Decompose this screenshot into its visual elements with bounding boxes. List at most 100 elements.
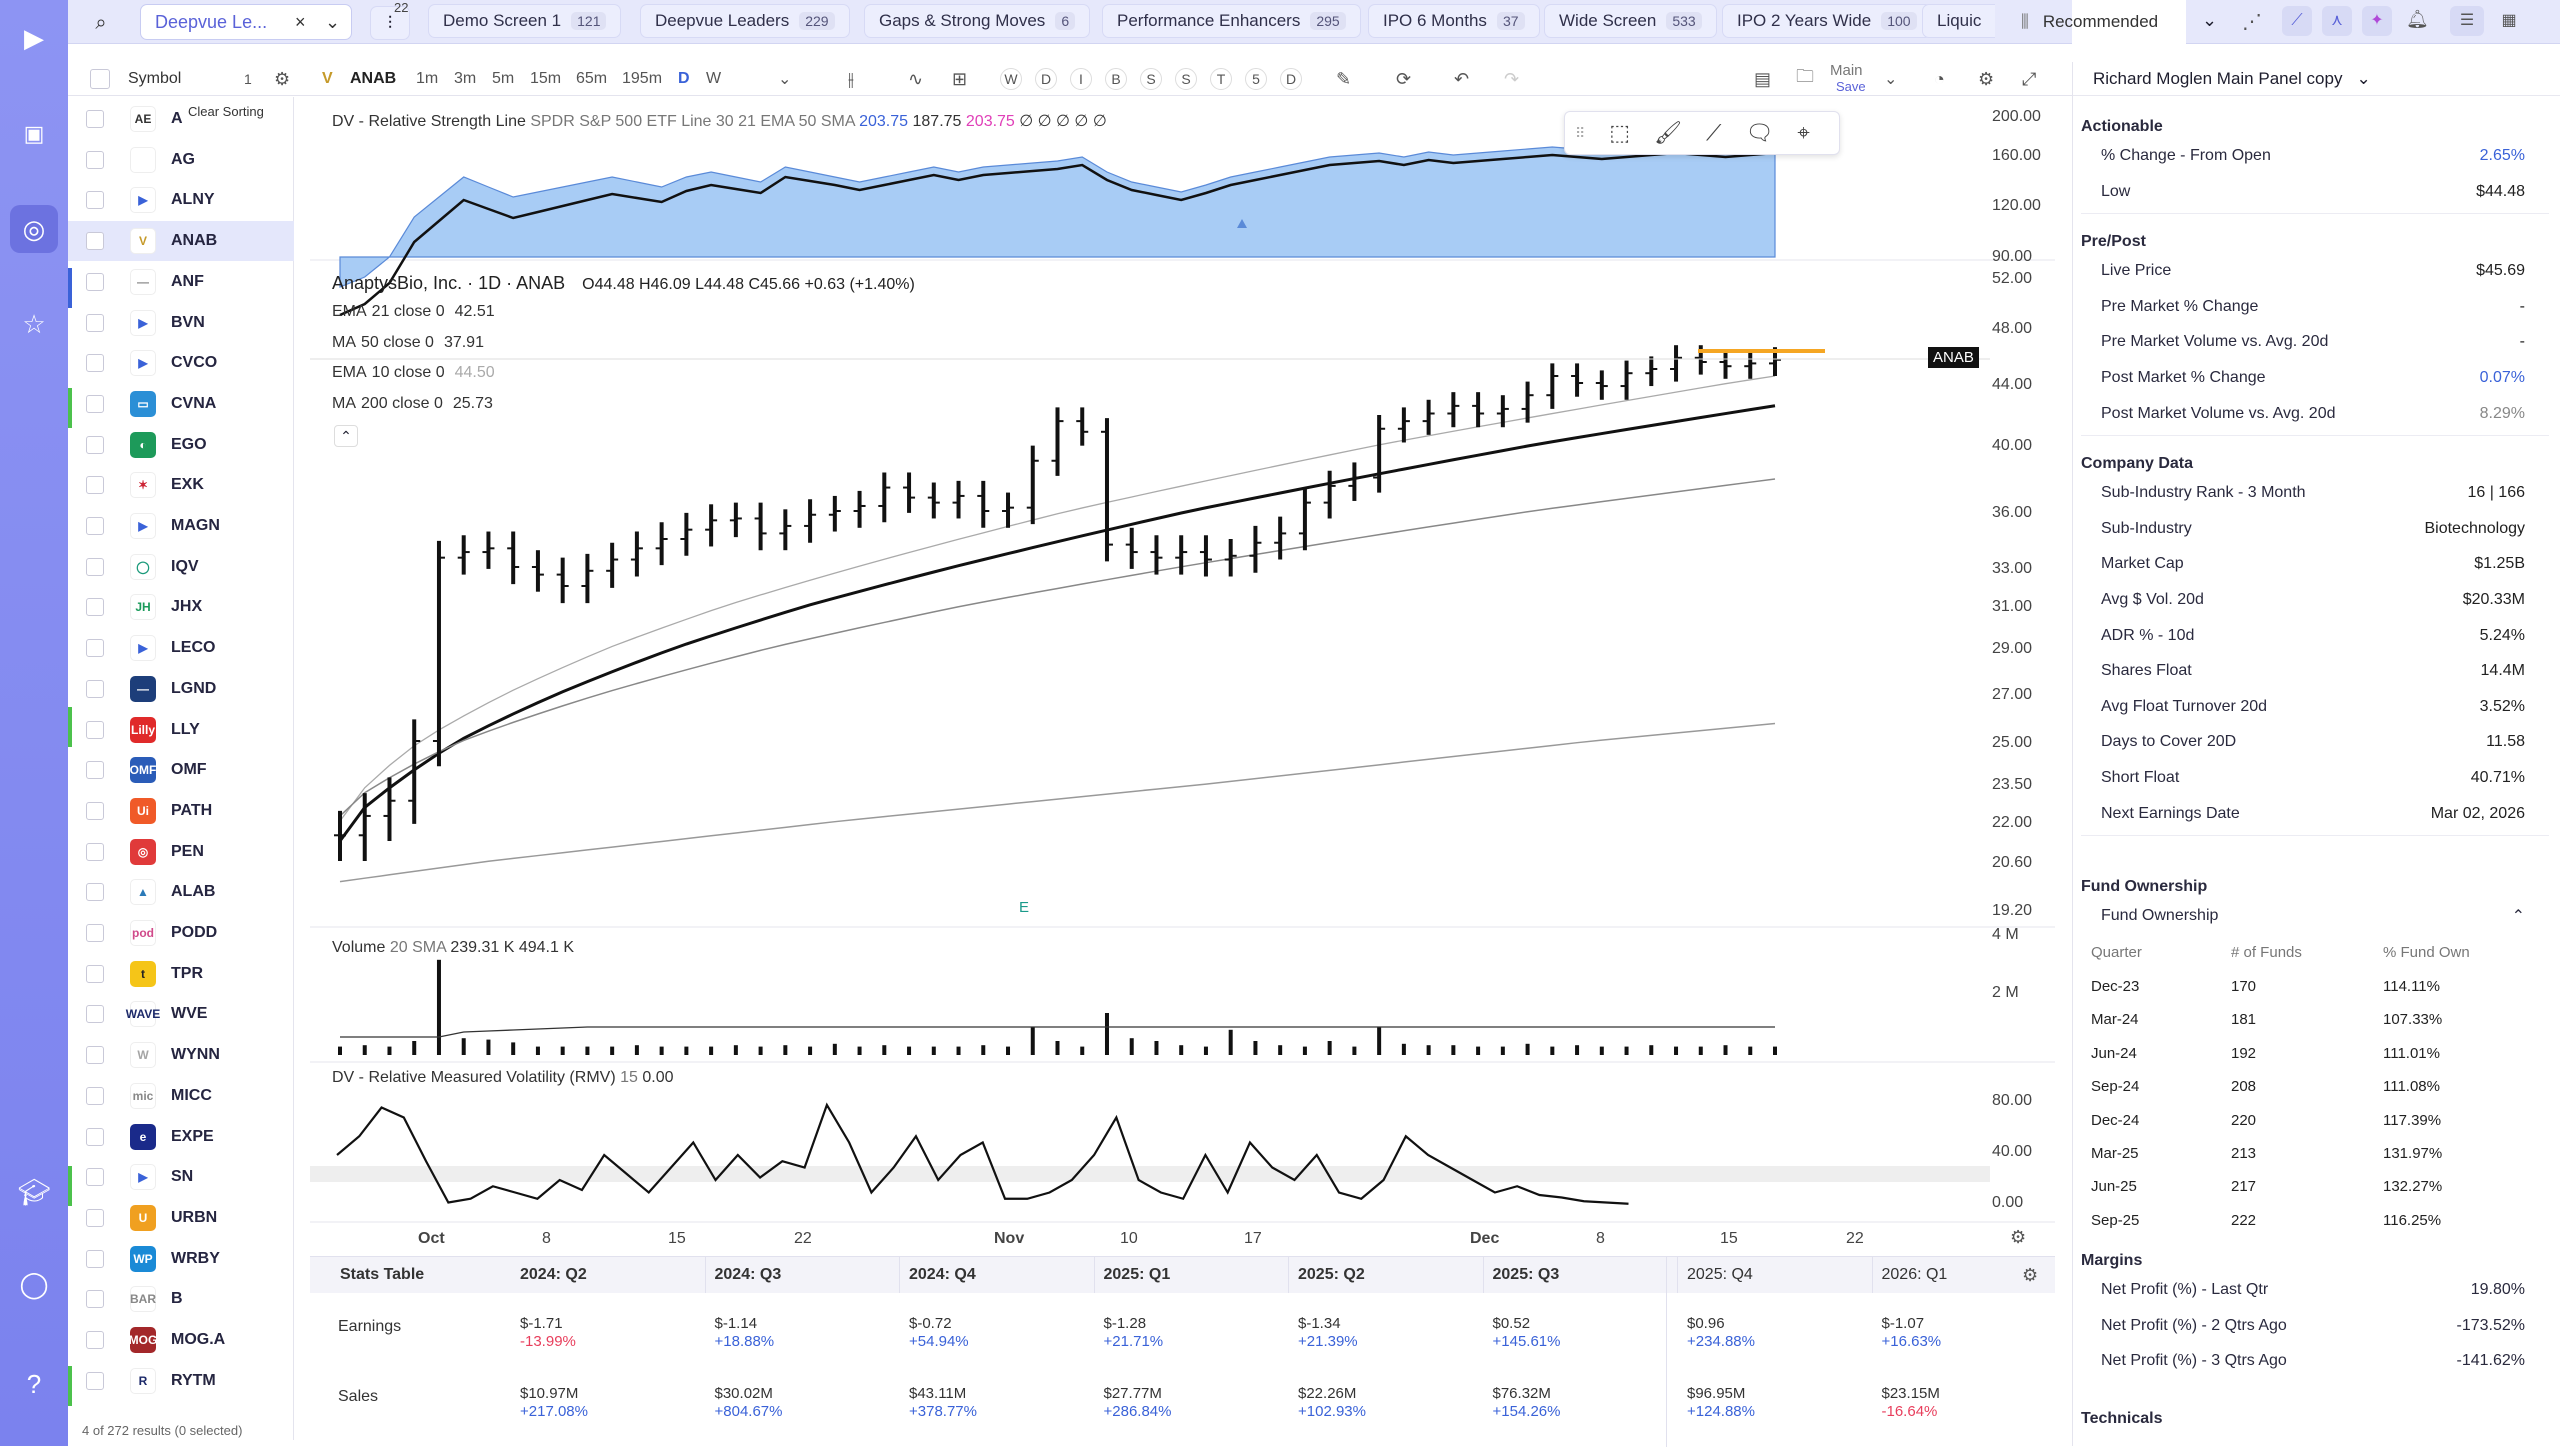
row-checkbox[interactable] bbox=[86, 1249, 104, 1268]
row-checkbox[interactable] bbox=[86, 1005, 104, 1024]
volume-bar[interactable] bbox=[1748, 1046, 1753, 1055]
volume-bar[interactable] bbox=[1080, 1046, 1085, 1055]
panel-row[interactable]: Avg Float Turnover 20d 3.52% bbox=[2091, 691, 2535, 723]
folder-icon[interactable]: 🗀︎ bbox=[1796, 66, 1814, 86]
panel-row[interactable]: Avg $ Vol. 20d $20.33M bbox=[2091, 584, 2535, 616]
ma-legend-row[interactable]: EMA 21 close 0 42.51 bbox=[332, 303, 495, 321]
row-checkbox[interactable] bbox=[86, 720, 104, 739]
interval-195m[interactable]: 195m bbox=[622, 70, 663, 87]
watchlist-row[interactable]: ◎ PEN bbox=[68, 832, 294, 872]
redo-icon[interactable]: ↷ bbox=[1504, 68, 1520, 89]
volume-bar[interactable] bbox=[1203, 1046, 1208, 1055]
margin-row[interactable]: Net Profit (%) - 3 Qtrs Ago -141.62% bbox=[2091, 1345, 2535, 1377]
volume-bar[interactable] bbox=[436, 959, 441, 1055]
watchlist-row[interactable]: — LGND bbox=[68, 669, 294, 709]
volume-bar[interactable] bbox=[1006, 1046, 1011, 1055]
row-checkbox[interactable] bbox=[86, 476, 104, 495]
row-checkbox[interactable] bbox=[86, 354, 104, 373]
scan-letter-button[interactable]: I bbox=[1070, 62, 1092, 96]
chart-area[interactable]: 200.00 160.00 120.00 90.00 52.00 48.00 44.00 40… bbox=[310, 97, 2055, 1247]
watchlist-row[interactable]: — ANF bbox=[68, 262, 294, 302]
watchlist-row[interactable]: WP WRBY bbox=[68, 1239, 294, 1279]
panel-row[interactable]: Sub-Industry Biotechnology bbox=[2091, 512, 2535, 545]
screen-tab[interactable]: Wide Screen 533 bbox=[1544, 4, 1717, 38]
clear-sorting-link[interactable]: Clear Sorting bbox=[188, 104, 264, 119]
panel-section-title[interactable]: Actionable bbox=[2081, 118, 2163, 135]
share-icon[interactable]: ⋰ bbox=[2242, 11, 2262, 33]
row-checkbox[interactable] bbox=[86, 110, 104, 128]
volume-bar[interactable] bbox=[1773, 1046, 1777, 1055]
volume-bar[interactable] bbox=[387, 1046, 392, 1055]
volume-bar[interactable] bbox=[1055, 1041, 1060, 1055]
deepvue-logo-icon[interactable]: ▶ bbox=[24, 22, 44, 53]
symbol-header[interactable]: Symbol bbox=[128, 70, 182, 87]
watchlist-row[interactable]: ◐ EGO bbox=[68, 425, 294, 465]
screen-tab[interactable]: Performance Enhancers 295 bbox=[1102, 4, 1361, 38]
templates-icon[interactable]: ⊞ bbox=[952, 68, 968, 89]
chevron-down-icon[interactable]: ⌄ bbox=[2356, 68, 2371, 88]
volume-bar[interactable] bbox=[1377, 1027, 1382, 1055]
row-checkbox[interactable] bbox=[86, 679, 104, 698]
screen-tab[interactable]: IPO 6 Months 37 bbox=[1368, 4, 1540, 38]
volume-bar[interactable] bbox=[610, 1046, 615, 1055]
row-checkbox[interactable] bbox=[86, 842, 104, 861]
row-checkbox[interactable] bbox=[86, 924, 104, 942]
watchlist-row[interactable]: pod PODD bbox=[68, 913, 294, 953]
line-chart-icon[interactable]: ⟋ bbox=[2282, 6, 2312, 36]
refresh-icon[interactable]: ⟳ bbox=[1396, 68, 1412, 89]
volume-bar[interactable] bbox=[1302, 1046, 1307, 1055]
volume-bar[interactable] bbox=[1575, 1045, 1580, 1055]
scan-letter-button[interactable]: S bbox=[1175, 62, 1197, 96]
drag-handle-icon[interactable]: ⠿ bbox=[1575, 124, 1586, 141]
margin-row[interactable]: Net Profit (%) - Last Qtr 19.80% bbox=[2091, 1274, 2535, 1306]
volume-bar[interactable] bbox=[956, 1046, 961, 1055]
volume-bar[interactable] bbox=[1154, 1041, 1159, 1055]
watchlist-row[interactable]: W WYNN bbox=[68, 1035, 294, 1075]
panel-row[interactable]: Pre Market % Change - bbox=[2091, 290, 2535, 323]
star-icon[interactable]: ☆ bbox=[22, 308, 46, 339]
volume-bar[interactable] bbox=[1030, 1027, 1035, 1055]
volume-bar[interactable] bbox=[1525, 1043, 1530, 1055]
stats-quarter-header[interactable]: 2025: Q2 bbox=[1298, 1266, 1365, 1283]
panel-row[interactable]: ADR % - 10d 5.24% bbox=[2091, 620, 2535, 652]
watchlist-row[interactable]: ▶ CVCO bbox=[68, 343, 294, 383]
watchlist-row[interactable]: U URBN bbox=[68, 1198, 294, 1238]
watchlist-row[interactable]: ✶ EXK bbox=[68, 465, 294, 505]
volume-bar[interactable] bbox=[1698, 1046, 1703, 1055]
panel-row[interactable]: % Change - From Open 2.65% bbox=[2091, 140, 2535, 172]
sparkle-icon[interactable]: ✦ bbox=[2362, 6, 2392, 36]
layout-icon[interactable]: ▤ bbox=[1754, 68, 1772, 89]
sort-select[interactable]: ⫼ Recommended bbox=[2021, 0, 2171, 44]
screen-tab[interactable]: Liquic bbox=[1922, 4, 1996, 38]
trendline-icon[interactable]: ⟋ bbox=[1706, 120, 1722, 145]
earnings-marker[interactable]: E bbox=[1019, 899, 1030, 916]
margins-section-title[interactable]: Margins bbox=[2081, 1252, 2143, 1269]
gear-icon[interactable]: ⚙ bbox=[1978, 68, 1995, 89]
watchlist-row[interactable]: AE A bbox=[68, 99, 294, 139]
chart-canvas[interactable]: 200.00 160.00 120.00 90.00 52.00 48.00 44.00 40… bbox=[310, 97, 2055, 1247]
panel-section-title[interactable]: Pre/Post bbox=[2081, 233, 2146, 251]
scan-letter-button[interactable]: W bbox=[1000, 62, 1022, 96]
stats-quarter-header[interactable]: 2024: Q2 bbox=[520, 1266, 587, 1283]
stats-quarter-header[interactable]: 2024: Q4 bbox=[909, 1266, 976, 1283]
panel-row[interactable]: Post Market Volume vs. Avg. 20d 8.29% bbox=[2091, 398, 2535, 430]
watchlist-row[interactable]: ▲ ALAB bbox=[68, 872, 294, 912]
chevron-down-icon[interactable]: ⌄ bbox=[325, 11, 341, 32]
ma-legend-row[interactable]: EMA 10 close 0 44.50 bbox=[332, 364, 495, 382]
watchlist-row[interactable]: V ANAB bbox=[68, 221, 294, 262]
stats-quarter-header[interactable]: 2024: Q3 bbox=[714, 1266, 782, 1283]
watchlist-row[interactable]: JH JHX bbox=[68, 587, 294, 627]
volume-bar[interactable] bbox=[486, 1039, 491, 1055]
row-checkbox[interactable] bbox=[86, 883, 104, 902]
volume-bar[interactable] bbox=[535, 1046, 540, 1055]
volume-bar[interactable] bbox=[1179, 1045, 1184, 1055]
screen-tab[interactable]: Demo Screen 1 121 bbox=[428, 4, 622, 38]
watchlist-row[interactable]: t TPR bbox=[68, 954, 294, 994]
panel-row[interactable]: Short Float 40.71% bbox=[2091, 762, 2535, 794]
row-checkbox[interactable] bbox=[86, 598, 104, 617]
stats-quarter-header[interactable]: 2025: Q4 bbox=[1687, 1266, 1753, 1283]
watchlist-row[interactable]: Ui PATH bbox=[68, 791, 294, 831]
list-view-icon[interactable]: ☰ bbox=[2450, 6, 2484, 36]
search-icon[interactable]: ⌕ bbox=[95, 11, 107, 34]
time-settings-icon[interactable]: ⚙ bbox=[2010, 1227, 2027, 1247]
